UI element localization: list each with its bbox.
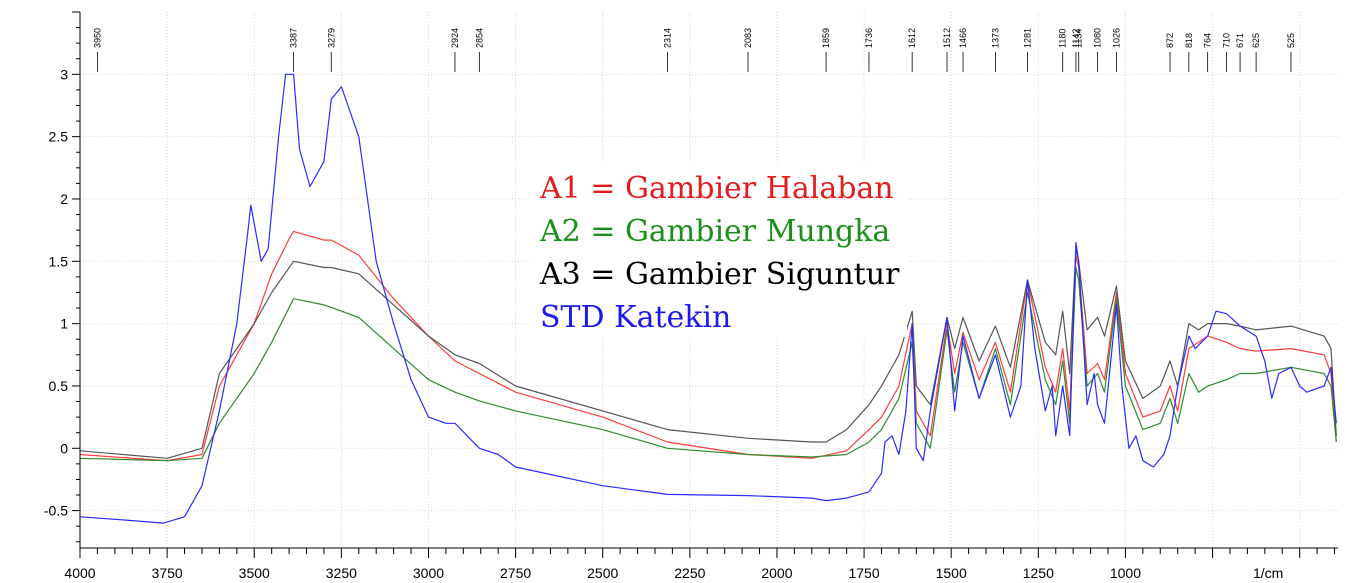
peak-label: 1080: [1093, 28, 1103, 48]
x-tick-label: 2750: [500, 565, 531, 581]
x-tick-label: 2000: [761, 565, 792, 581]
x-unit-label: 1/cm: [1253, 565, 1283, 581]
x-tick-label: 4000: [64, 565, 95, 581]
x-tick-label: 3000: [413, 565, 444, 581]
peak-label: 1142: [1071, 29, 1081, 48]
peak-label: 1373: [990, 28, 1000, 48]
legend-item-a3: A3 = Gambier Siguntur: [539, 257, 900, 292]
peak-label: 2314: [663, 28, 673, 48]
y-tick-label: 2: [60, 191, 68, 207]
x-tick-label: 3500: [239, 565, 270, 581]
peak-label: 2854: [474, 28, 484, 48]
peak-markers: 3950 3387 3279 2924 2854 2314 2083 1859 1736 1612…: [92, 28, 1296, 72]
series-line-0: [79, 230, 1337, 462]
peak-label: 625: [1251, 33, 1261, 48]
series-line-1: [79, 266, 1337, 462]
series-line-2: [79, 248, 1337, 459]
peak-label: 2083: [743, 28, 753, 48]
peak-label: 3950: [92, 28, 102, 48]
legend-item-std: STD Katekin: [540, 300, 731, 335]
peak-label: 872: [1165, 33, 1175, 48]
y-tick-label: -0.5: [44, 503, 68, 519]
y-tick-label: 1: [60, 316, 68, 332]
legend-background: [532, 165, 907, 337]
peak-label: 764: [1203, 33, 1213, 48]
x-tick-label: 3750: [152, 565, 183, 581]
y-tick-label: 0.5: [49, 378, 69, 394]
x-tick-label: 3250: [326, 565, 357, 581]
series-layer: [79, 73, 1337, 524]
peak-label: 1736: [864, 28, 874, 48]
x-tick-label: 1000: [1110, 565, 1141, 581]
y-tick-label: 3: [60, 66, 68, 82]
x-tick-label: 1750: [848, 565, 879, 581]
peak-label: 2924: [450, 28, 460, 48]
peak-label: 525: [1286, 33, 1296, 48]
x-tick-label: 2250: [674, 565, 705, 581]
peak-label: 1026: [1111, 28, 1121, 48]
peak-label: 1612: [907, 28, 917, 48]
series-line-3: [79, 73, 1337, 524]
peak-label: 1512: [942, 28, 952, 48]
peak-label: 1281: [1023, 28, 1033, 48]
y-tick-label: 2.5: [49, 129, 69, 145]
peak-label: 1180: [1058, 29, 1068, 48]
legend: A1 = Gambier Halaban A2 = Gambier Mungka…: [532, 165, 907, 337]
y-tick-label: 0: [60, 440, 68, 456]
legend-item-a2: A2 = Gambier Mungka: [539, 214, 890, 249]
peak-label: 671: [1235, 33, 1245, 48]
peak-label: 1134: [1074, 29, 1084, 48]
y-tick-label: 1.5: [49, 253, 69, 269]
x-tick-label: 2500: [587, 565, 618, 581]
x-tick-label: 1500: [936, 565, 967, 581]
peak-label: 710: [1221, 33, 1231, 48]
axes: -0.5 0 0.5 1 1.5 2 2.5 3 4000 3750 3500 3250 3000 275…: [44, 11, 1338, 581]
x-tick-label: 1250: [1023, 565, 1054, 581]
peak-label: 3279: [326, 28, 336, 48]
legend-item-a1: A1 = Gambier Halaban: [539, 171, 894, 206]
peak-label: 3387: [289, 28, 299, 48]
peak-label: 1859: [821, 28, 831, 48]
peak-label: 1466: [958, 28, 968, 48]
peak-label: 818: [1184, 33, 1194, 48]
